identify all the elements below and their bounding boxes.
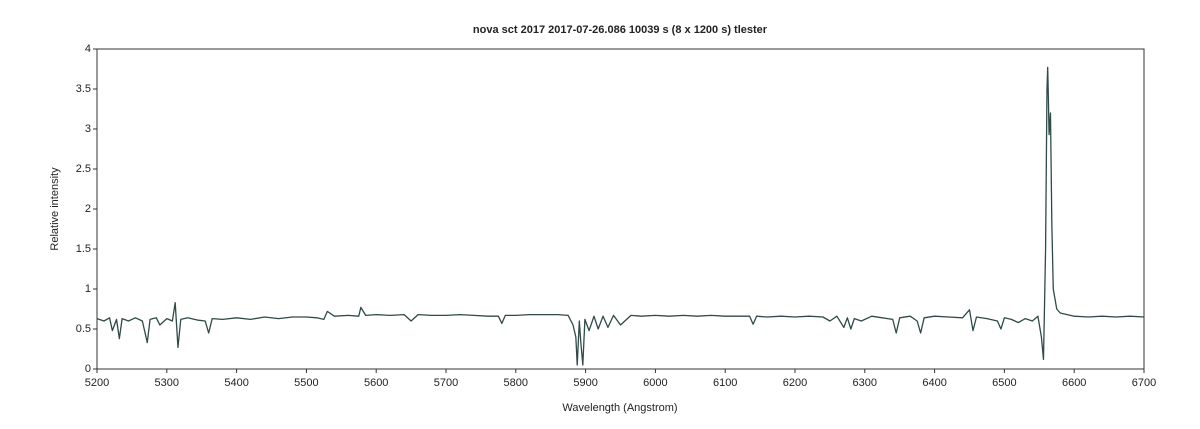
y-tick-label: 1 bbox=[85, 283, 91, 295]
x-tick-label: 6400 bbox=[922, 377, 946, 389]
x-tick-label: 5300 bbox=[155, 377, 179, 389]
y-tick-label: 0.5 bbox=[76, 323, 91, 335]
x-tick-label: 5900 bbox=[573, 377, 597, 389]
x-tick-label: 6200 bbox=[783, 377, 807, 389]
x-tick-label: 5600 bbox=[364, 377, 388, 389]
y-tick-label: 3.5 bbox=[76, 83, 91, 95]
x-tick-label: 5800 bbox=[504, 377, 528, 389]
x-tick-label: 5700 bbox=[434, 377, 458, 389]
x-tick-label: 6000 bbox=[643, 377, 667, 389]
x-tick-label: 6700 bbox=[1132, 377, 1156, 389]
x-tick-label: 5400 bbox=[224, 377, 248, 389]
x-tick-label: 5500 bbox=[294, 377, 318, 389]
x-tick-label: 5200 bbox=[85, 377, 109, 389]
x-tick-label: 6300 bbox=[853, 377, 877, 389]
y-tick-label: 2.5 bbox=[76, 163, 91, 175]
y-tick-label: 4 bbox=[85, 43, 91, 55]
y-tick-label: 3 bbox=[85, 123, 91, 135]
chart-title: nova sct 2017 2017-07-26.086 10039 s (8 … bbox=[473, 24, 768, 36]
x-tick-label: 6500 bbox=[992, 377, 1016, 389]
y-tick-label: 1.5 bbox=[76, 243, 91, 255]
y-tick-label: 2 bbox=[85, 203, 91, 215]
x-tick-label: 6100 bbox=[713, 377, 737, 389]
y-tick-label: 0 bbox=[85, 363, 91, 375]
x-axis-label: Wavelength (Angstrom) bbox=[562, 402, 677, 414]
y-axis-label: Relative intensity bbox=[49, 167, 61, 251]
spectrum-line bbox=[96, 66, 1145, 366]
x-tick-label: 6600 bbox=[1062, 377, 1086, 389]
